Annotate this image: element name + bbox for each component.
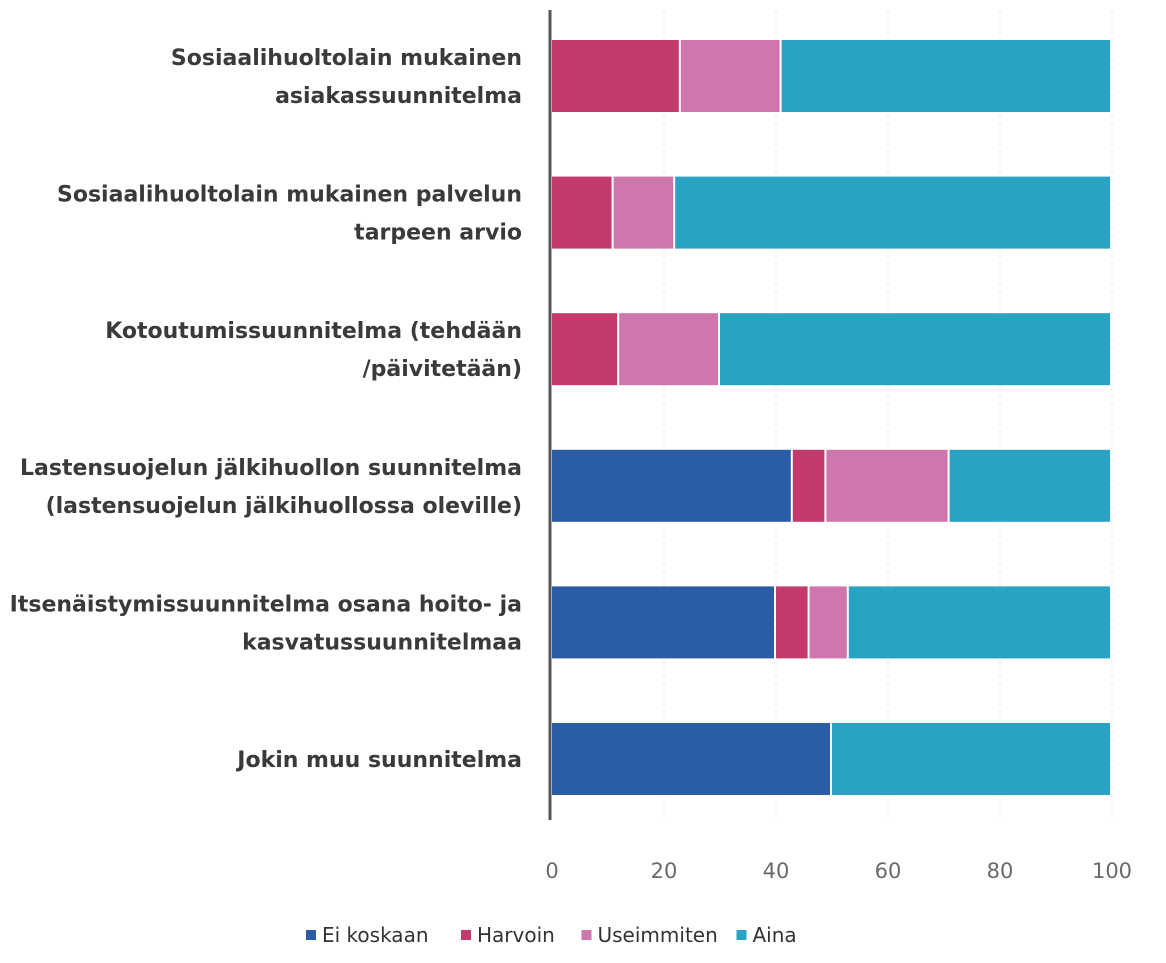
category-label-4: Lastensuojelun jälkihuollon suunnitelma (… xyxy=(20,456,522,519)
bar-5-ei-koskaan xyxy=(552,586,774,659)
category-labels: Sosiaalihuoltolain mukainen asiakassuunni… xyxy=(10,46,522,773)
bar-1-aina xyxy=(781,40,1110,112)
legend: Ei koskaan Harvoin Useimmiten Aina xyxy=(306,923,797,947)
x-tick-100: 100 xyxy=(1092,859,1132,883)
bar-4-useimmiten xyxy=(826,449,948,522)
category-label-6: Jokin muu suunnitelma xyxy=(235,748,522,773)
bar-2-harvoin xyxy=(552,176,612,249)
category-label-line: (lastensuojelun jälkihuollossa oleville) xyxy=(46,494,522,519)
bars-group xyxy=(552,40,1110,795)
category-label-1: Sosiaalihuoltolain mukainen asiakassuunni… xyxy=(171,46,522,109)
x-tick-60: 60 xyxy=(875,859,902,883)
category-label-5: Itsenäistymissuunnitelma osana hoito- ja… xyxy=(10,592,522,655)
category-label-line: Sosiaalihuoltolain mukainen xyxy=(171,46,522,71)
legend-swatch-aina xyxy=(736,930,747,940)
category-label-line: Sosiaalihuoltolain mukainen palvelun xyxy=(57,183,522,208)
bar-4-aina xyxy=(949,449,1110,522)
category-label-line: Lastensuojelun jälkihuollon suunnitelma xyxy=(20,456,522,481)
category-label-3: Kotoutumissuunnitelma (tehdään/päivitetä… xyxy=(105,319,522,382)
bar-4-ei-koskaan xyxy=(552,449,791,522)
bar-4-harvoin xyxy=(792,449,825,522)
category-label-line: asiakassuunnitelma xyxy=(275,84,522,109)
category-label-line: tarpeen arvio xyxy=(354,221,522,246)
x-tick-80: 80 xyxy=(987,859,1014,883)
category-label-line: Jokin muu suunnitelma xyxy=(235,748,522,773)
legend-label-useimmiten: Useimmiten xyxy=(598,923,718,947)
category-label-line: /päivitetään) xyxy=(363,357,522,382)
bar-3-aina xyxy=(720,313,1110,386)
bar-3-useimmiten xyxy=(619,313,718,386)
category-label-line: Itsenäistymissuunnitelma osana hoito- ja xyxy=(10,592,522,617)
bar-1-harvoin xyxy=(552,40,679,112)
legend-label-aina: Aina xyxy=(753,923,797,947)
bar-1-useimmiten xyxy=(680,40,780,112)
bar-3-harvoin xyxy=(552,313,618,386)
bar-2-useimmiten xyxy=(613,176,674,249)
legend-swatch-useimmiten xyxy=(581,930,592,940)
bar-5-harvoin xyxy=(776,586,808,659)
bar-6-ei-koskaan xyxy=(552,723,830,795)
bar-5-aina xyxy=(848,586,1110,659)
category-label-2: Sosiaalihuoltolain mukainen palvelun tarp… xyxy=(57,183,522,246)
x-tick-20: 20 xyxy=(651,859,678,883)
category-label-line: kasvatussuunnitelmaa xyxy=(242,630,522,655)
legend-label-ei-koskaan: Ei koskaan xyxy=(322,923,429,947)
legend-swatch-ei-koskaan xyxy=(306,930,316,940)
x-tick-40: 40 xyxy=(763,859,790,883)
x-tick-0: 0 xyxy=(545,859,558,883)
bar-2-aina xyxy=(675,176,1110,249)
legend-swatch-harvoin xyxy=(461,930,471,940)
x-tick-labels: 0 20 40 60 80 100 xyxy=(545,859,1132,883)
grid-lines xyxy=(663,10,1113,820)
category-label-line: Kotoutumissuunnitelma (tehdään xyxy=(105,319,522,344)
bar-6-aina xyxy=(832,723,1110,795)
legend-label-harvoin: Harvoin xyxy=(477,923,555,947)
bar-5-useimmiten xyxy=(809,586,847,659)
